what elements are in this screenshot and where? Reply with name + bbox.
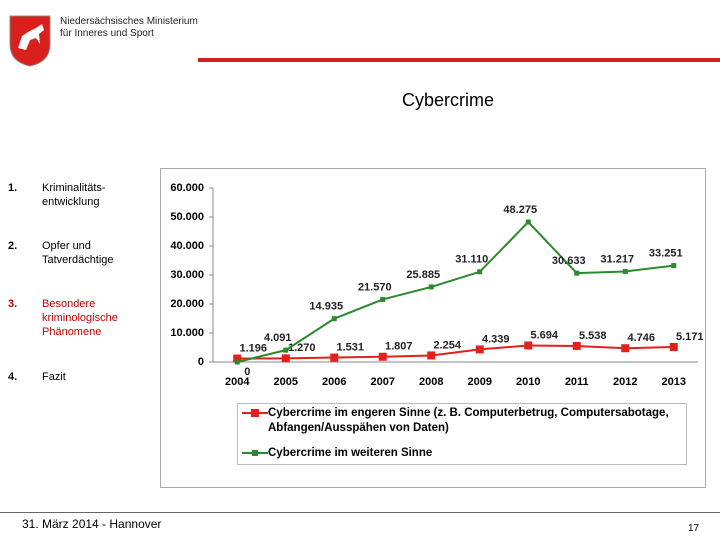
chart-frame: [160, 168, 706, 488]
marker: [669, 343, 678, 352]
chart: 0 10.000 20.000 30.000 40.000 50.000 60.000 200…: [170, 182, 704, 388]
nav-number: 2.: [8, 240, 18, 252]
marker: [671, 263, 677, 269]
y-tick-label: 50.000: [170, 211, 204, 223]
data-label: 2.254: [433, 339, 461, 351]
data-label: 14.935: [309, 301, 343, 313]
data-label: 1.531: [336, 341, 364, 353]
data-label: 5.694: [530, 329, 558, 341]
x-tick-label: 2007: [371, 376, 395, 388]
data-label: 5.171: [676, 331, 704, 343]
nav-label: Opfer und Tatverdächtige: [42, 240, 114, 266]
legend-swatch: [242, 409, 268, 417]
marker: [330, 353, 339, 362]
marker: [525, 219, 531, 225]
marker: [331, 316, 337, 322]
x-tick-label: 2012: [613, 376, 637, 388]
x-tick-label: 2011: [565, 376, 589, 388]
legend: Cybercrime im engeren Sinne (z. B. Compu…: [237, 403, 687, 465]
nav-label: Fazit: [42, 371, 66, 383]
y-tick-label: 10.000: [170, 327, 204, 339]
marker: [621, 344, 630, 353]
legend-label: Cybercrime im engeren Sinne (z. B. Compu…: [268, 407, 669, 434]
x-tick-label: 2006: [322, 376, 346, 388]
data-label: 25.885: [406, 269, 440, 281]
y-tick-label: 0: [198, 356, 204, 368]
marker: [283, 347, 289, 353]
x-tick-label: 2008: [419, 376, 443, 388]
marker: [281, 354, 290, 363]
x-tick-label: 2013: [662, 376, 686, 388]
ministry-name: für Inneres und Sport: [60, 28, 154, 39]
data-label: 31.217: [600, 253, 634, 265]
legend-label: Cybercrime im weiteren Sinne: [268, 447, 433, 459]
y-tick-label: 40.000: [170, 240, 204, 252]
marker: [428, 284, 434, 290]
marker: [233, 354, 242, 363]
slide-title: Cybercrime: [401, 90, 494, 110]
y-tick-label: 20.000: [170, 298, 204, 310]
y-tick-label: 60.000: [170, 182, 204, 194]
data-label: 0: [244, 366, 250, 378]
nav-number: 1.: [8, 182, 18, 194]
data-label: 30.633: [552, 255, 586, 267]
y-tick-label: 30.000: [170, 269, 204, 281]
marker: [574, 270, 580, 276]
data-label: 21.570: [358, 281, 392, 293]
nav-label: Besondere kriminologische Phänomene: [42, 298, 118, 338]
footer-rule: [0, 512, 720, 513]
marker: [572, 341, 581, 350]
data-label: 31.110: [455, 254, 488, 266]
marker: [234, 359, 240, 365]
ministry-name: Niedersächsisches Ministerium: [60, 16, 198, 27]
series-line: [237, 220, 674, 363]
marker: [477, 269, 483, 275]
data-label: 33.251: [649, 247, 683, 259]
x-tick-label: 2010: [516, 376, 540, 388]
logo: [9, 15, 51, 67]
data-label: 4.091: [264, 332, 292, 344]
legend-swatch: [242, 450, 268, 456]
data-label: 4.746: [627, 332, 655, 344]
marker: [622, 268, 628, 274]
marker: [378, 352, 387, 361]
marker: [524, 341, 533, 350]
marker: [475, 345, 484, 354]
footer-date: 31. März 2014 - Hannover: [22, 517, 162, 531]
nav-number: 3.: [8, 298, 18, 310]
data-label: 1.807: [385, 341, 413, 353]
data-label: 4.339: [482, 333, 510, 345]
nav-label: Kriminalitäts- entwicklung: [42, 182, 106, 208]
page-number: 17: [688, 523, 700, 534]
data-label: 5.538: [579, 330, 607, 342]
data-label: 1.196: [239, 342, 267, 354]
marker: [380, 296, 386, 302]
series-line: [237, 344, 674, 360]
nav-number: 4.: [8, 371, 18, 383]
x-tick-label: 2009: [468, 376, 492, 388]
data-label: 48.275: [503, 204, 537, 216]
x-tick-label: 2004: [225, 376, 250, 388]
x-tick-label: 2005: [274, 376, 298, 388]
header-rule: [198, 58, 720, 62]
data-label: 1.270: [288, 342, 316, 354]
marker: [427, 351, 436, 360]
